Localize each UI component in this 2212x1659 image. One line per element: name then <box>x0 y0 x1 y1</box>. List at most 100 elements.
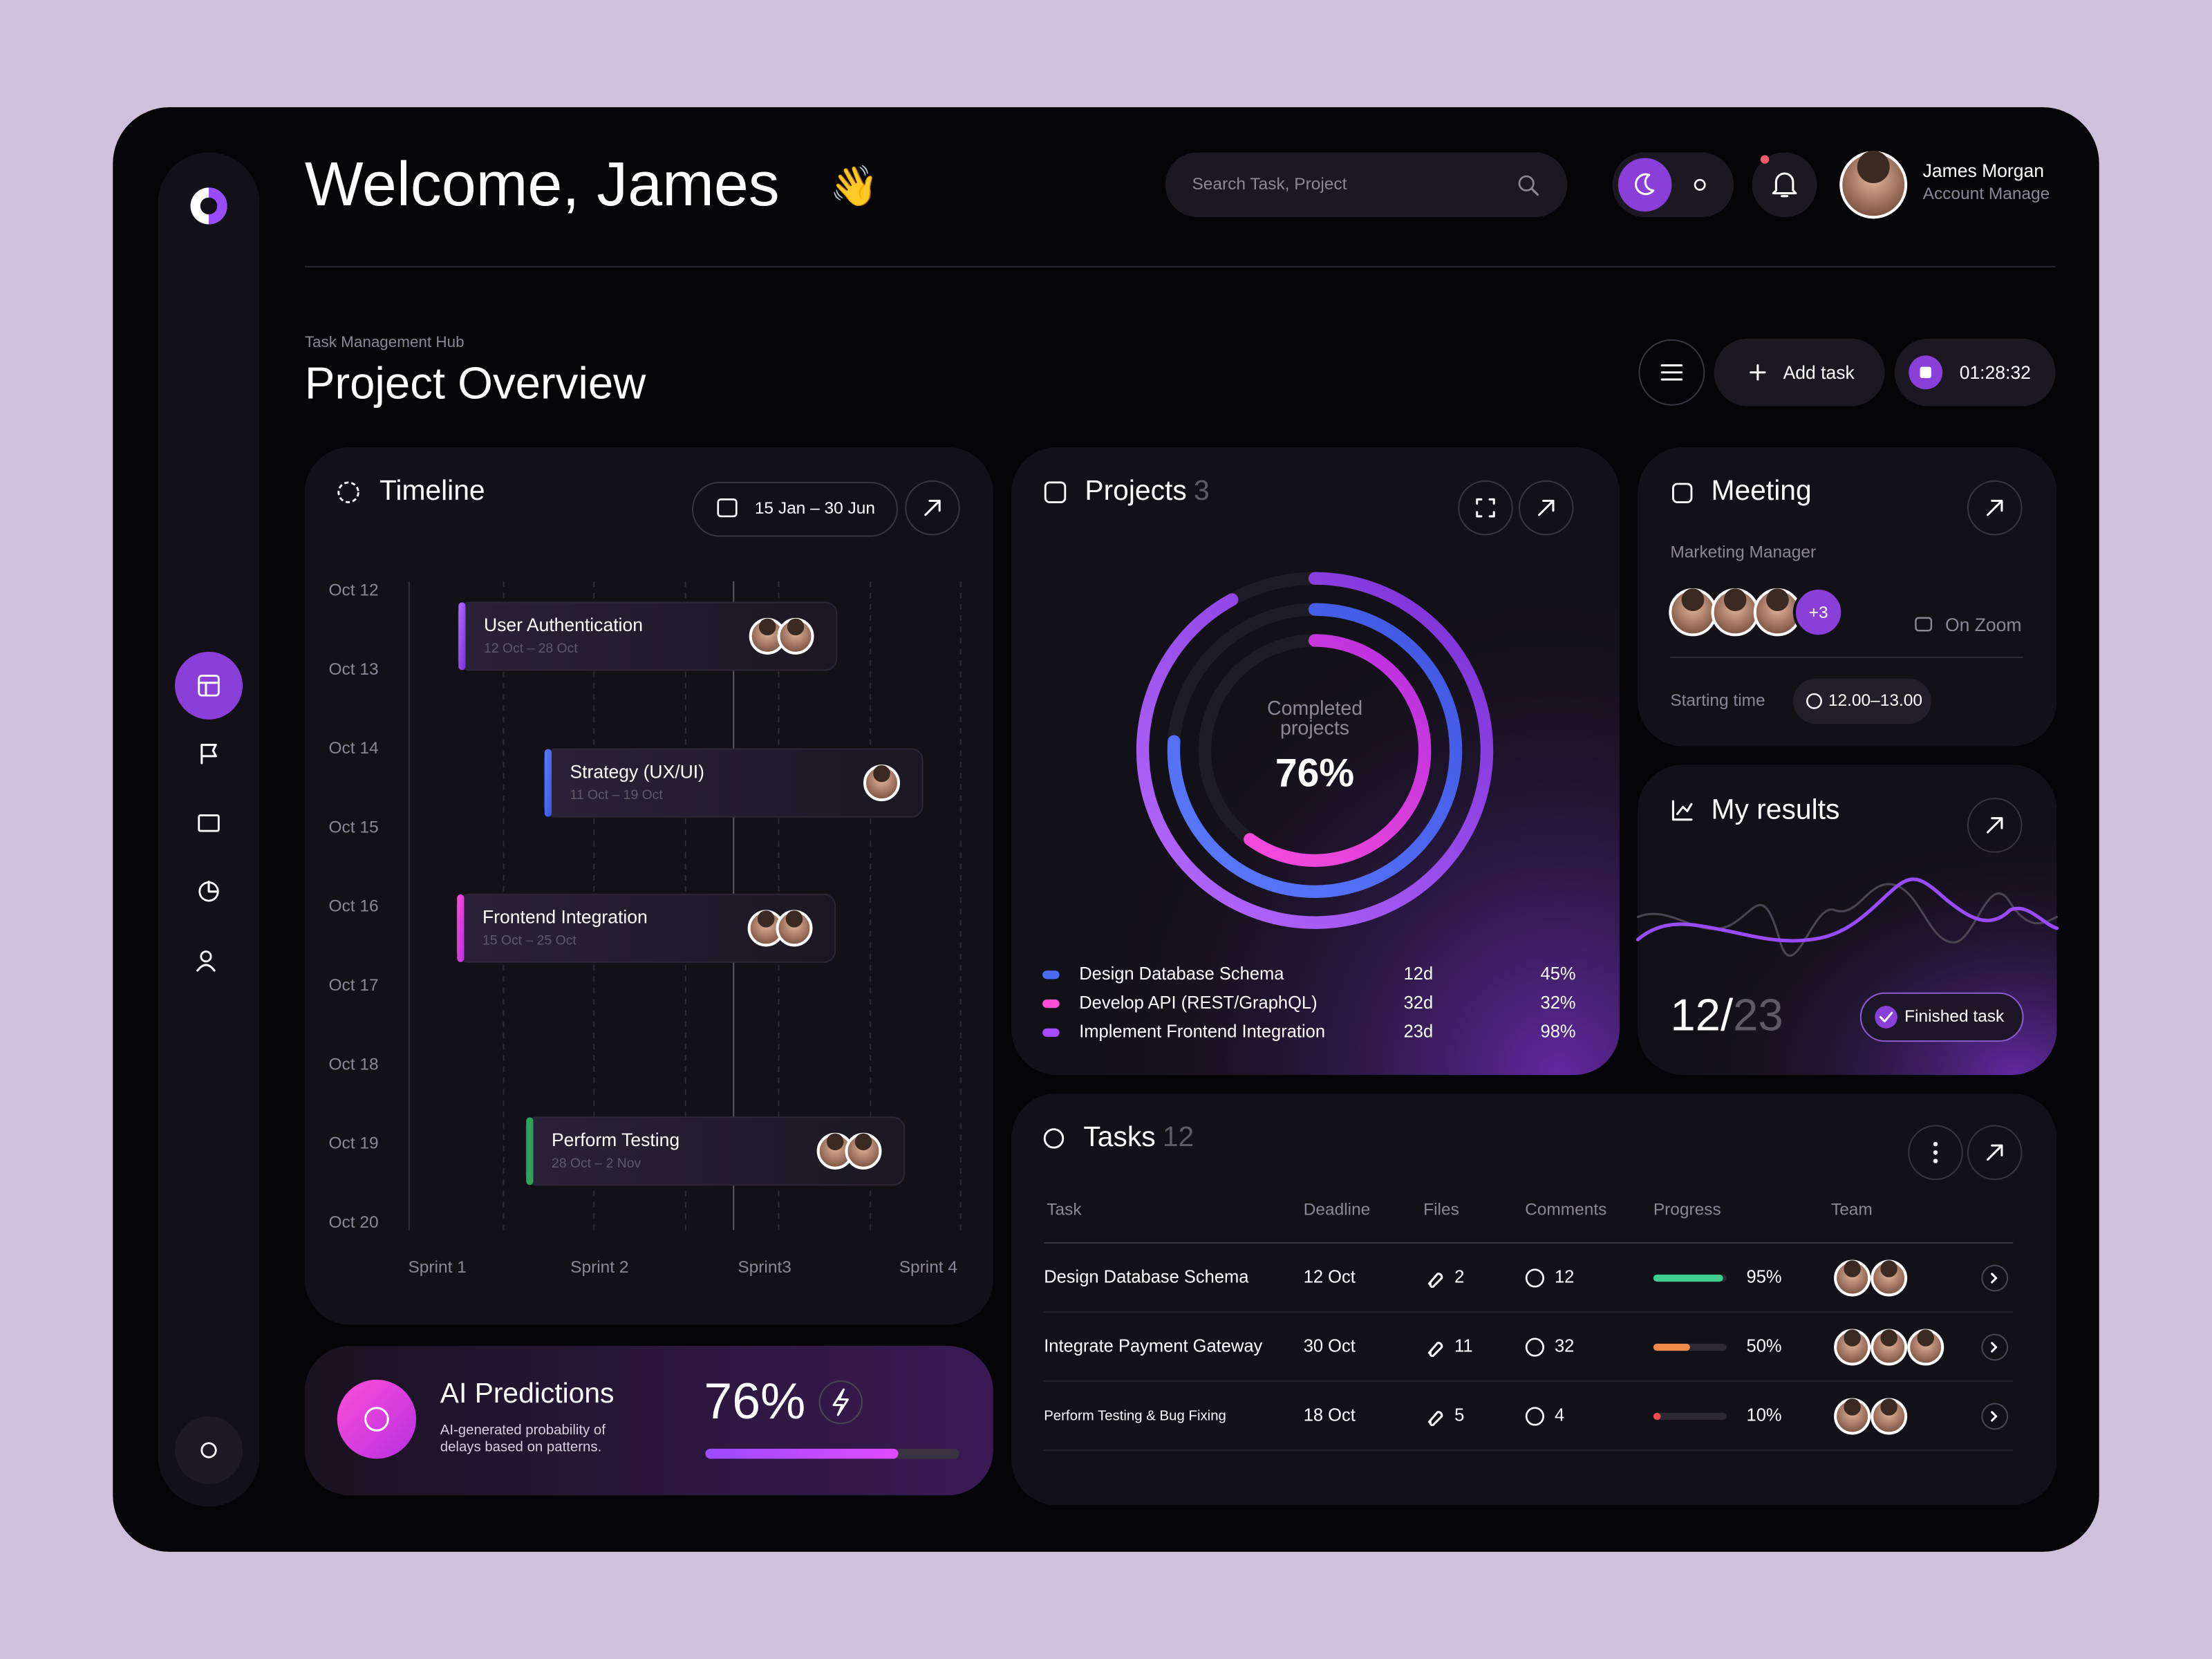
project-duration: 23d <box>1404 1022 1434 1042</box>
date-range-button[interactable] <box>692 481 898 537</box>
arrow-button[interactable] <box>905 480 960 536</box>
calendar-icon <box>717 498 738 518</box>
donut-ring <box>1136 572 1494 929</box>
nav-item[interactable] <box>183 728 234 778</box>
gantt-task-dates: 28 Oct – 2 Nov <box>552 1156 641 1171</box>
gantt-accent <box>526 1117 534 1185</box>
arrow-button[interactable] <box>1967 480 2023 536</box>
results-line-secondary <box>1636 883 2059 957</box>
filter-button[interactable] <box>1638 339 1705 406</box>
user-name: James Morgan <box>1923 160 2044 181</box>
projects-icon <box>1044 481 1067 503</box>
task-deadline: 18 Oct <box>1304 1406 1356 1425</box>
gantt-task-name: Frontend Integration <box>482 907 648 928</box>
finished-label: Finished task <box>1904 1007 2005 1026</box>
avatar-hair <box>1917 1329 1934 1347</box>
avatar-hair <box>854 1133 872 1151</box>
gantt-accent <box>457 894 465 962</box>
column-header: Task <box>1047 1200 1082 1219</box>
comment-icon <box>1525 1338 1544 1357</box>
card-title: Timeline <box>379 474 485 506</box>
nav-active[interactable] <box>175 651 243 720</box>
legend-dot <box>1042 971 1060 980</box>
project-duration: 12d <box>1404 964 1434 984</box>
legend-dot <box>1042 999 1060 1009</box>
ai-description: delays based on patterns. <box>440 1439 602 1454</box>
project-name: Implement Frontend Integration <box>1079 1022 1325 1042</box>
arrow-button[interactable] <box>1967 798 2023 853</box>
timeline-row-label: Oct 12 <box>329 581 379 600</box>
arrow-icon <box>1538 499 1555 516</box>
filter-icon <box>1660 364 1683 381</box>
timeline-row-label: Oct 16 <box>329 897 379 916</box>
menu-dot <box>1933 1150 1938 1155</box>
arrow-icon <box>1986 817 2003 834</box>
ai-progress-bar <box>705 1448 899 1459</box>
task-comments: 12 <box>1555 1268 1574 1287</box>
avatar-hair <box>1723 588 1747 612</box>
chevron-icon <box>1991 1273 1998 1284</box>
nav-team <box>200 950 212 963</box>
ai-icon <box>364 1407 389 1432</box>
timeline-row-label: Oct 17 <box>329 976 379 995</box>
welcome-emoji: 👋 <box>830 165 879 210</box>
plus-icon <box>1750 364 1766 381</box>
meeting-location: On Zoom <box>1945 615 2022 635</box>
gantt-accent <box>458 602 466 671</box>
search-box[interactable] <box>1165 152 1568 218</box>
timeline-row-label: Oct 14 <box>329 739 379 758</box>
row-open-button[interactable] <box>1981 1403 2009 1430</box>
arrow-icon <box>1986 1144 2003 1161</box>
arrow-button[interactable] <box>1518 480 1574 536</box>
legend-dot <box>1042 1028 1060 1037</box>
check-badge <box>1875 1006 1897 1029</box>
settings-button[interactable] <box>175 1416 243 1484</box>
moon-icon <box>1634 173 1655 196</box>
chevron-icon <box>1991 1411 1998 1422</box>
notification-dot <box>1760 155 1770 164</box>
notification-button[interactable] <box>1752 152 1817 218</box>
column-header: Deadline <box>1304 1200 1371 1219</box>
task-name: Perform Testing & Bug Fixing <box>1044 1408 1226 1423</box>
avatar-hair <box>758 618 776 636</box>
logo-hole <box>200 197 218 215</box>
timer-button[interactable] <box>1894 338 2056 406</box>
row-open-button[interactable] <box>1981 1333 2009 1361</box>
row-open-button[interactable] <box>1981 1264 2009 1292</box>
bell-icon <box>1772 172 1797 198</box>
tasks-title: Tasks <box>1083 1121 1155 1152</box>
avatar-hair <box>757 910 775 928</box>
avatar-hair <box>1880 1329 1897 1347</box>
menu-button[interactable] <box>1908 1125 1963 1181</box>
meeting-icon <box>1671 482 1693 503</box>
eyebrow: Task Management Hub <box>305 333 465 350</box>
arrow-button[interactable] <box>1967 1125 2023 1181</box>
timeline-row-label: Oct 13 <box>329 660 379 679</box>
nav-chart <box>207 880 218 893</box>
menu-dot <box>1933 1141 1938 1147</box>
card-title: Projects 3 <box>1085 474 1209 506</box>
task-files: 2 <box>1454 1268 1464 1287</box>
add-task-button[interactable] <box>1714 338 1885 406</box>
nav-item[interactable] <box>183 797 234 847</box>
more-attendees <box>1792 586 1844 638</box>
progress-label: 50% <box>1747 1337 1782 1356</box>
project-name: Develop API (REST/GraphQL) <box>1079 993 1317 1013</box>
sprint-label: Sprint3 <box>738 1258 791 1277</box>
task-comments: 4 <box>1555 1406 1564 1425</box>
expand-button[interactable] <box>1458 480 1513 536</box>
timeline-card <box>304 447 993 1325</box>
task-name: Integrate Payment Gateway <box>1044 1337 1262 1356</box>
avatar-hair <box>787 618 805 636</box>
avatar-hair <box>1844 1260 1861 1277</box>
card-title: Meeting <box>1712 474 1812 506</box>
bolt-badge <box>818 1380 863 1425</box>
avatar-hair <box>1880 1398 1897 1416</box>
projects-count: 3 <box>1194 474 1210 506</box>
clip-icon <box>1427 1342 1443 1358</box>
search-placeholder: Search Task, Project <box>1192 175 1347 194</box>
tasks-count: 12 <box>1163 1121 1194 1152</box>
donut-value: 76% <box>1275 751 1354 796</box>
donut-ring <box>1167 603 1463 898</box>
avatar-hair <box>1844 1398 1861 1416</box>
